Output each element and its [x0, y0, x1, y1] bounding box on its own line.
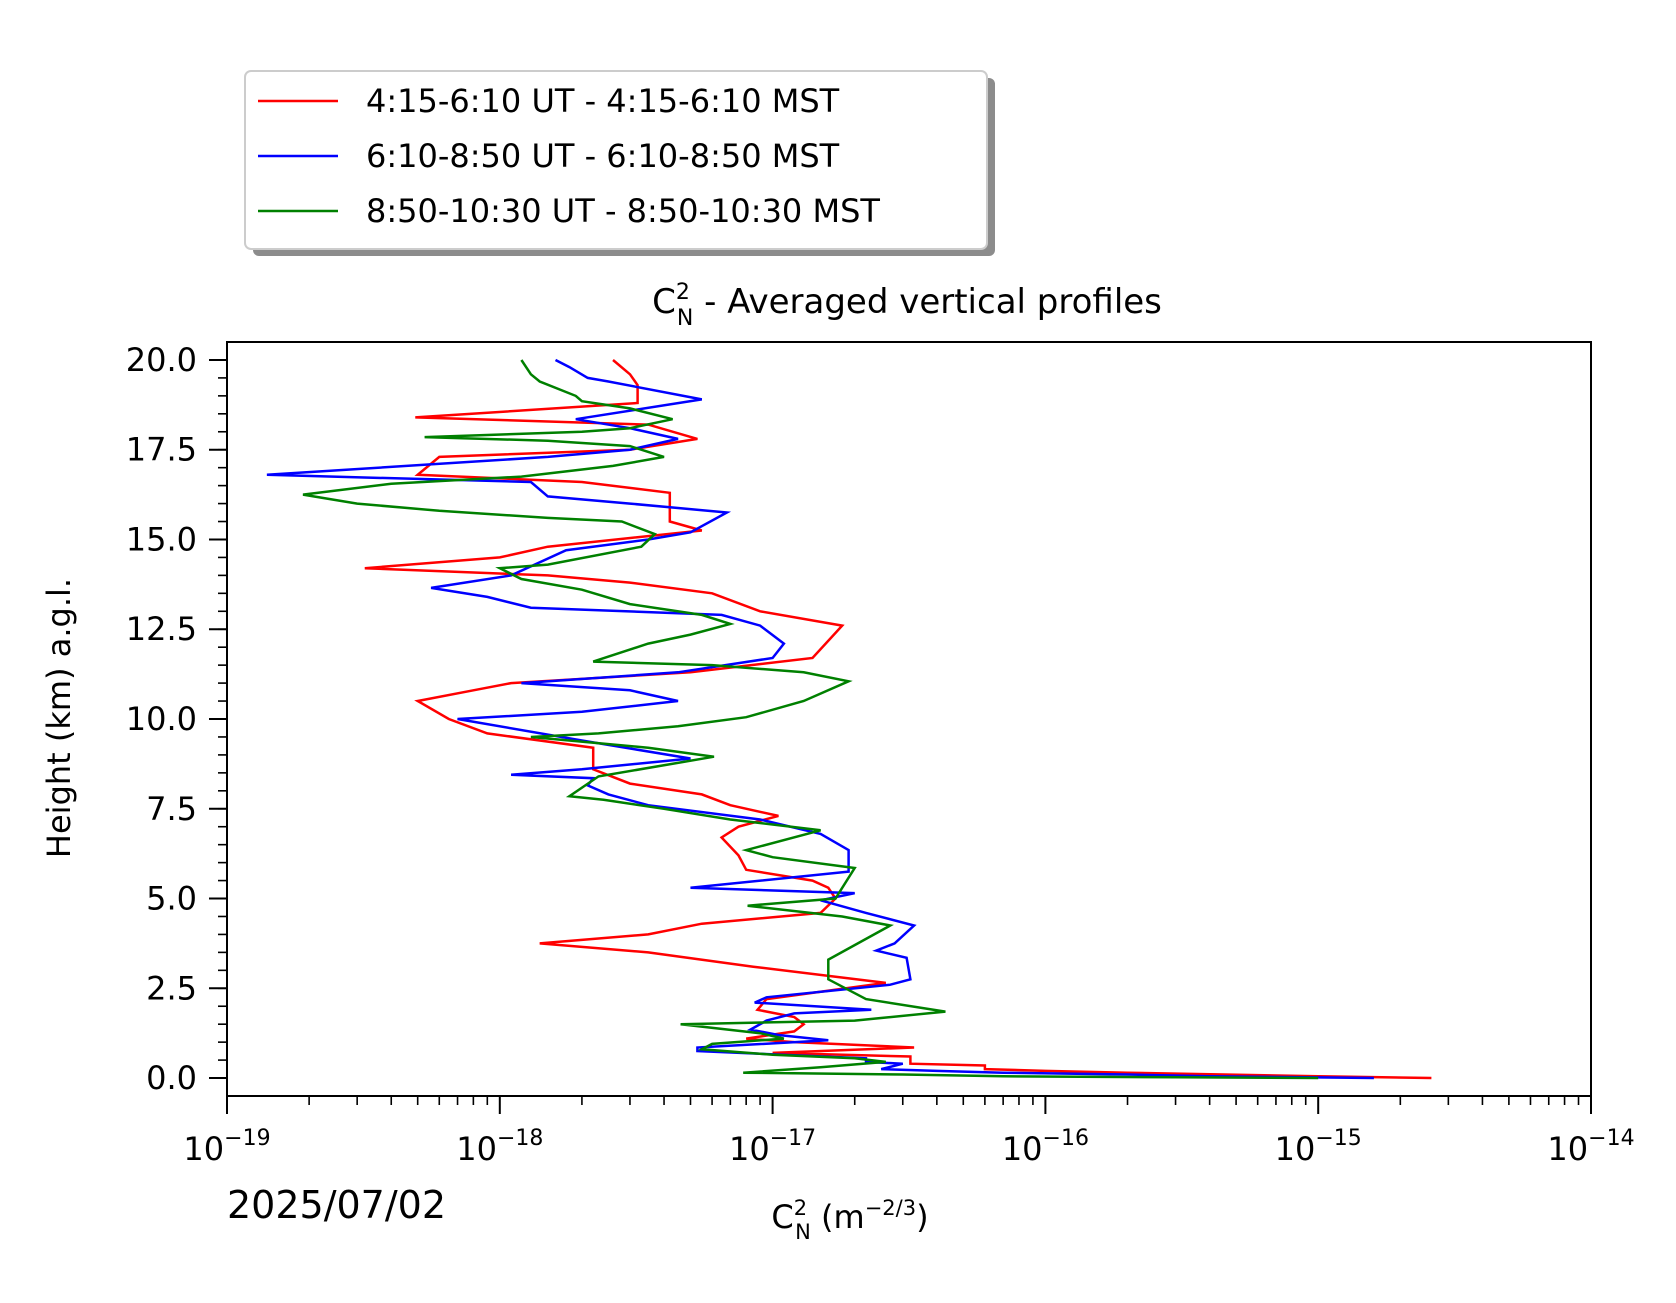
- x-axis-label: C2 N (m−2/3): [771, 1196, 928, 1244]
- plot-frame: [226, 341, 1592, 1097]
- x-tick-label: 10−14: [1547, 1126, 1634, 1168]
- legend-box: [244, 70, 988, 250]
- y-tick-label: 7.5: [146, 790, 197, 828]
- y-tick-label: 0.0: [146, 1059, 197, 1097]
- y-tick-label: 17.5: [126, 431, 197, 469]
- x-tick-label: 10−18: [456, 1126, 543, 1168]
- series-line-3: [302, 359, 1319, 1080]
- xlabel-subscript: N: [795, 1220, 811, 1244]
- y-tick-label: 15.0: [126, 520, 197, 558]
- legend-label-3: 8:50-10:30 UT - 8:50-10:30 MST: [366, 192, 880, 230]
- legend-entries: 4:15-6:10 UT - 4:15-6:10 MST 6:10-8:50 UT…: [258, 82, 880, 230]
- y-tick-label: 12.5: [126, 610, 197, 648]
- series-line-2: [266, 358, 1374, 1080]
- x-tick-label: 10−16: [1002, 1126, 1089, 1168]
- y-tick-label: 5.0: [146, 880, 197, 918]
- chart-title: C2 N - Averaged vertical profiles: [652, 280, 1162, 331]
- legend-label-1: 4:15-6:10 UT - 4:15-6:10 MST: [366, 82, 840, 120]
- series-line-1: [364, 359, 1432, 1080]
- legend: 4:15-6:10 UT - 4:15-6:10 MST 6:10-8:50 UT…: [244, 70, 995, 256]
- xlabel-exponent: −2/3: [865, 1196, 916, 1220]
- series-layer: [266, 358, 1432, 1080]
- x-axis: 10−19 10−18 10−17 10−16 10−15 10−14: [183, 1096, 1635, 1168]
- y-tick-label: 10.0: [126, 700, 197, 738]
- title-subscript: N: [677, 306, 693, 331]
- x-tick-label: 10−19: [183, 1126, 270, 1168]
- x-tick-label: 10−15: [1275, 1126, 1362, 1168]
- y-tick-label: 20.0: [126, 341, 197, 379]
- y-tick-label: 2.5: [146, 969, 197, 1007]
- legend-label-2: 6:10-8:50 UT - 6:10-8:50 MST: [366, 137, 840, 175]
- xlabel-superscript: 2: [794, 1196, 807, 1220]
- y-axis: 0.0 2.5 5.0 7.5 10.0 12.5 15.0 17.5 20.0: [126, 341, 227, 1097]
- y-axis-label: Height (km) a.g.l.: [40, 578, 78, 858]
- date-label: 2025/07/02: [227, 1183, 446, 1227]
- x-tick-label: 10−17: [729, 1126, 816, 1168]
- title-superscript: 2: [676, 280, 690, 305]
